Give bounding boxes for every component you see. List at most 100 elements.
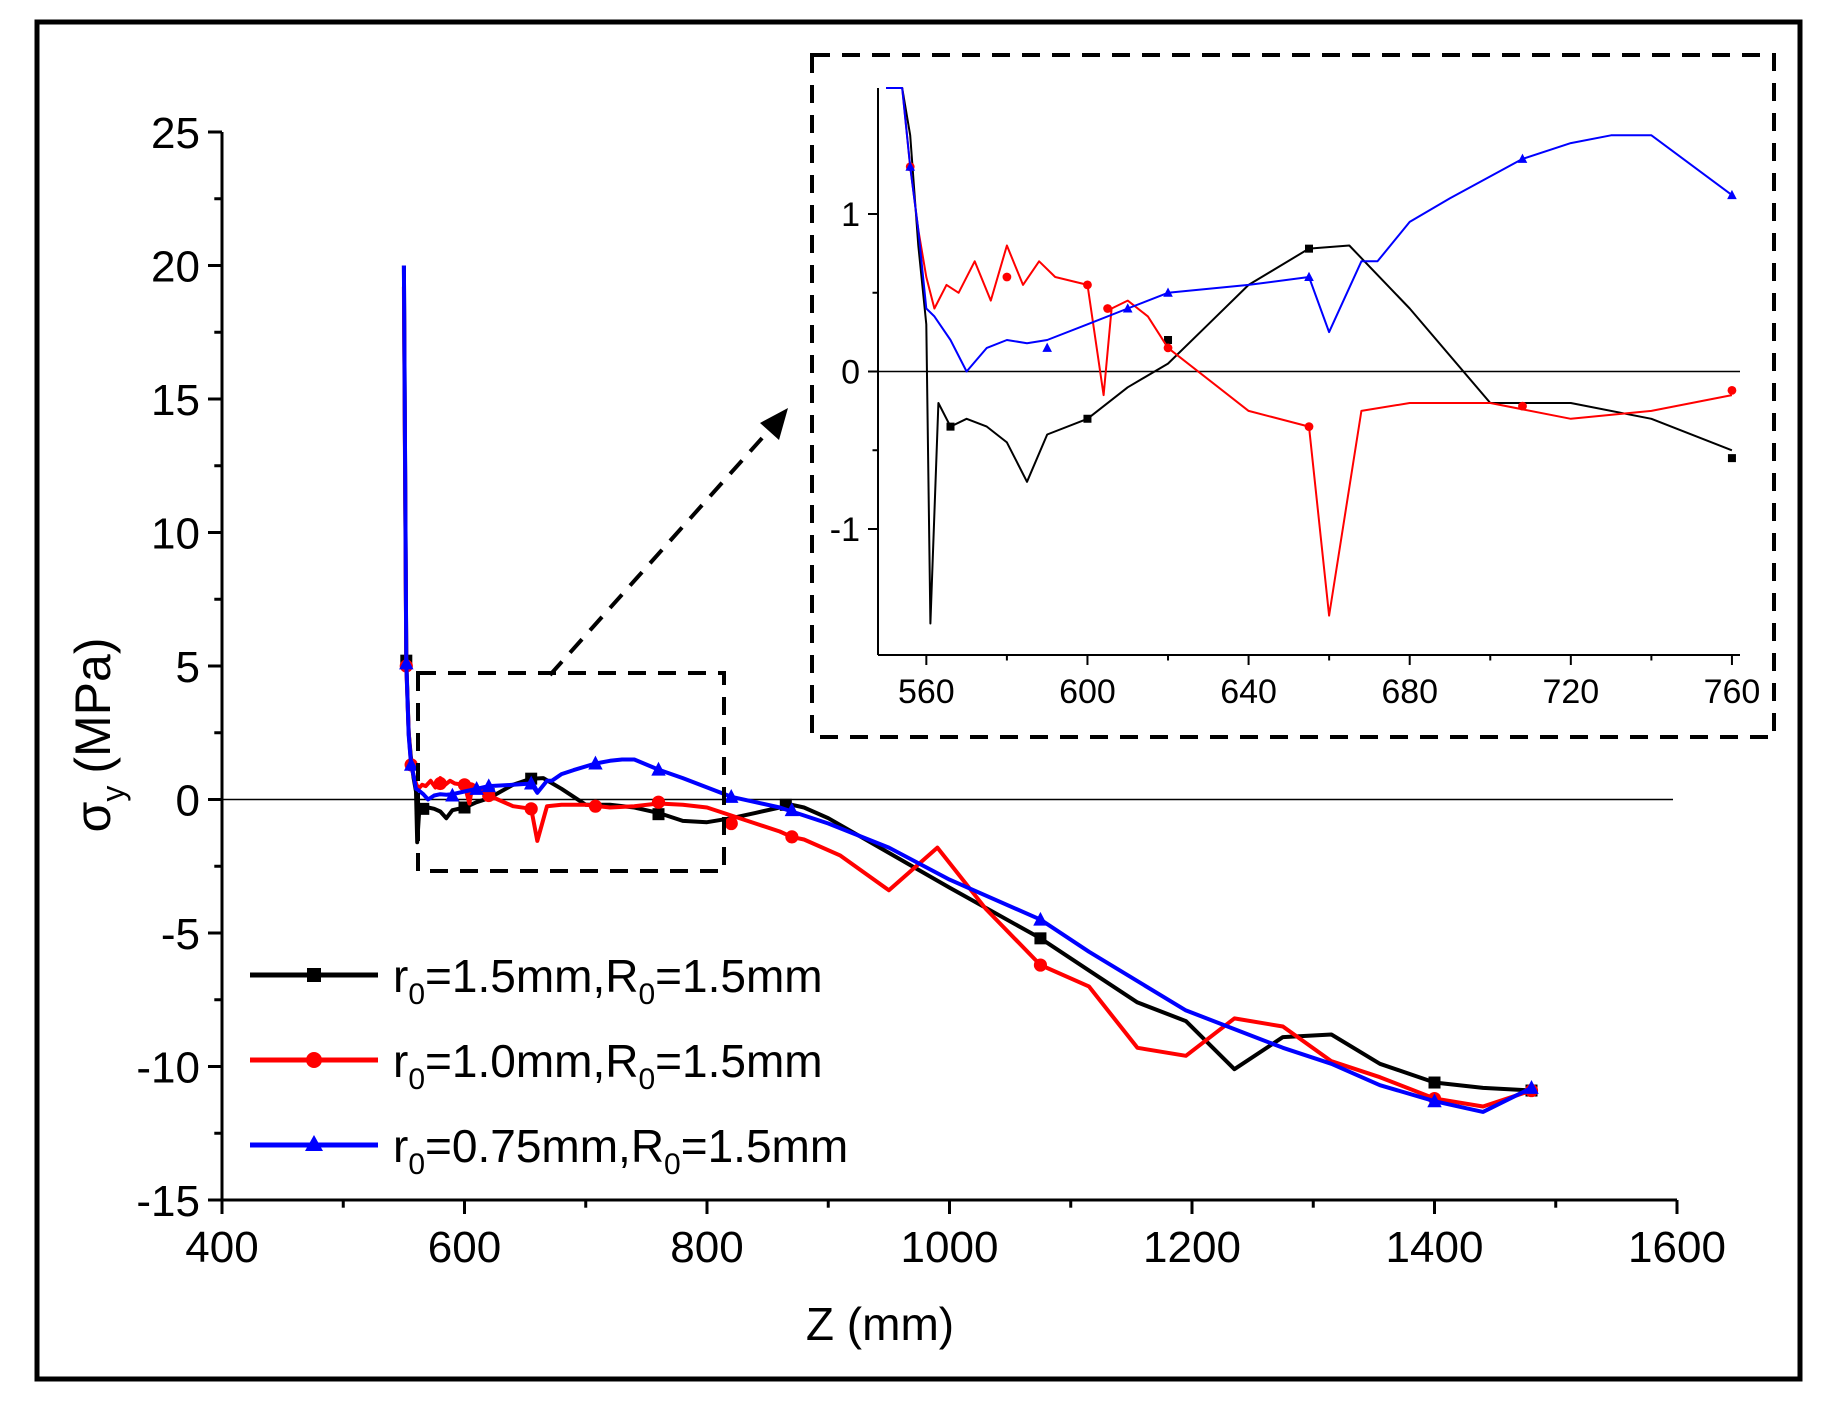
main-marker-red (651, 795, 666, 809)
inset-marker-black (1164, 336, 1173, 344)
inset-x-tick-label: 560 (898, 673, 955, 711)
main-marker-red (1033, 958, 1048, 972)
y-axis-title-symbol: σ (65, 801, 121, 832)
legend: r0=1.5mm,R0=1.5mm r0=1.0mm,R0=1.5mm r0=0… (250, 950, 848, 1181)
main-y-tick-label: -15 (136, 1177, 200, 1226)
main-marker-blue (651, 761, 666, 776)
main-x-tick-label: 1600 (1628, 1223, 1726, 1272)
inset-marker-blue (1163, 287, 1173, 297)
svg-text:r0=1.0mm,R0=1.5mm: r0=1.0mm,R0=1.5mm (393, 1035, 823, 1096)
main-marker-black (417, 802, 430, 815)
legend-marker-circle (306, 1052, 322, 1068)
legend-label-tail-blue: =1.5mm (681, 1120, 848, 1172)
figure-frame (34, 19, 1803, 1382)
inset-marker-black (1083, 414, 1092, 423)
inset-marker-red (1727, 386, 1737, 395)
y-axis-title: σy (MPa) (65, 638, 131, 833)
main-x-tick-label: 1000 (901, 1223, 999, 1272)
legend-marker-square (307, 968, 321, 982)
legend-entry-blue: r0=0.75mm,R0=1.5mm (250, 1120, 848, 1181)
main-marker-blue (403, 756, 419, 771)
inset-y-tick-label: -1 (830, 511, 860, 549)
main-series-line-blue (401, 265, 1533, 1114)
inset-series-layer (886, 87, 1737, 625)
inset-marker-blue (1727, 189, 1737, 200)
y-axis-title-subscript: y (95, 786, 131, 802)
inset-frame (810, 53, 1776, 739)
zoom-arrow-head (760, 408, 788, 440)
inset-marker-blue (1042, 342, 1052, 352)
main-marker-blue (784, 802, 800, 817)
main-y-tick-label: 0 (176, 776, 200, 825)
main-marker-black (458, 801, 471, 814)
main-marker-blue (481, 778, 496, 793)
legend-label-r-sub-blue: 0 (408, 1148, 425, 1181)
main-marker-red (588, 799, 603, 813)
legend-label-R-sub-blue: 0 (664, 1148, 681, 1181)
inset-marker-red (1002, 272, 1012, 282)
legend-label-R-sub-red: 0 (638, 1063, 655, 1096)
main-marker-black (1428, 1076, 1441, 1089)
main-y-tick-label: 25 (151, 109, 200, 158)
inset-x-tick-label: 760 (1704, 673, 1761, 711)
legend-label-r-sub-black: 0 (408, 978, 425, 1011)
main-series-line-red (401, 286, 1533, 1109)
inset-marker-black (1305, 244, 1313, 253)
main-x-tick-label: 600 (428, 1223, 501, 1272)
main-marker-blue (588, 755, 603, 770)
main-x-tick-label: 800 (670, 1223, 743, 1272)
legend-entry-red: r0=1.0mm,R0=1.5mm (250, 1035, 823, 1096)
inset-x-tick-label: 640 (1220, 673, 1277, 711)
main-marker-blue (1427, 1093, 1442, 1108)
inset-marker-blue (1517, 153, 1528, 163)
inset-x-tick-label: 600 (1059, 673, 1116, 711)
main-marker-red (433, 776, 447, 791)
main-x-tick-label: 1200 (1143, 1223, 1241, 1272)
legend-label-r-blue: r (393, 1120, 408, 1172)
main-marker-black (652, 808, 665, 821)
legend-label-tail-red: =1.5mm (655, 1035, 822, 1087)
main-y-tick-label: 5 (176, 643, 200, 692)
main-marker-red (524, 802, 538, 816)
main-marker-blue (445, 787, 460, 802)
legend-label-r-red: r (393, 1035, 408, 1087)
main-marker-blue (523, 775, 539, 790)
inset-x-tick-label: 680 (1381, 673, 1438, 711)
main-y-tick-label: -10 (136, 1043, 200, 1092)
inset-marker-red (1103, 304, 1112, 313)
y-axis-title-unit: (MPa) (65, 638, 121, 774)
legend-label-mid-black: =1.5mm,R (425, 950, 638, 1002)
legend-label-tail-black: =1.5mm (655, 950, 822, 1002)
legend-label-r-black: r (393, 950, 408, 1002)
main-x-tick-label: 1400 (1386, 1223, 1484, 1272)
legend-entry-black: r0=1.5mm,R0=1.5mm (250, 950, 823, 1011)
inset-axes-layer: 560 600 640 680 720 760 -1 0 1 (830, 88, 1761, 711)
svg-text:r0=0.75mm,R0=1.5mm: r0=0.75mm,R0=1.5mm (393, 1120, 848, 1181)
inset-series-line-blue (886, 87, 1733, 373)
inset-marker-red (1163, 343, 1173, 353)
main-marker-black (1034, 932, 1047, 945)
legend-label-mid-blue: =0.75mm,R (425, 1120, 664, 1172)
legend-marker-triangle (305, 1135, 323, 1151)
main-y-tick-label: 10 (151, 509, 200, 558)
inset-y-tick-label: 0 (841, 354, 860, 392)
main-y-tick-label: -5 (161, 910, 200, 959)
main-marker-blue (399, 655, 414, 670)
inset-marker-blue (905, 161, 916, 171)
inset-marker-blue (1122, 303, 1133, 313)
inset-marker-black (946, 422, 955, 431)
inset-marker-black (1727, 454, 1736, 463)
main-marker-blue (1524, 1080, 1539, 1094)
main-y-tick-label: 15 (151, 376, 200, 425)
inset-marker-blue (1304, 271, 1314, 281)
inset-x-tick-label: 720 (1542, 673, 1599, 711)
main-marker-blue (1033, 911, 1048, 926)
inset-series-line-red (886, 87, 1733, 617)
inset-marker-red (1083, 280, 1092, 290)
main-marker-red (785, 830, 799, 844)
inset-series-line-black (886, 87, 1733, 625)
inset-y-tick-label: 1 (841, 196, 860, 234)
main-marker-red (724, 816, 738, 831)
legend-label-R-sub-black: 0 (638, 978, 655, 1011)
